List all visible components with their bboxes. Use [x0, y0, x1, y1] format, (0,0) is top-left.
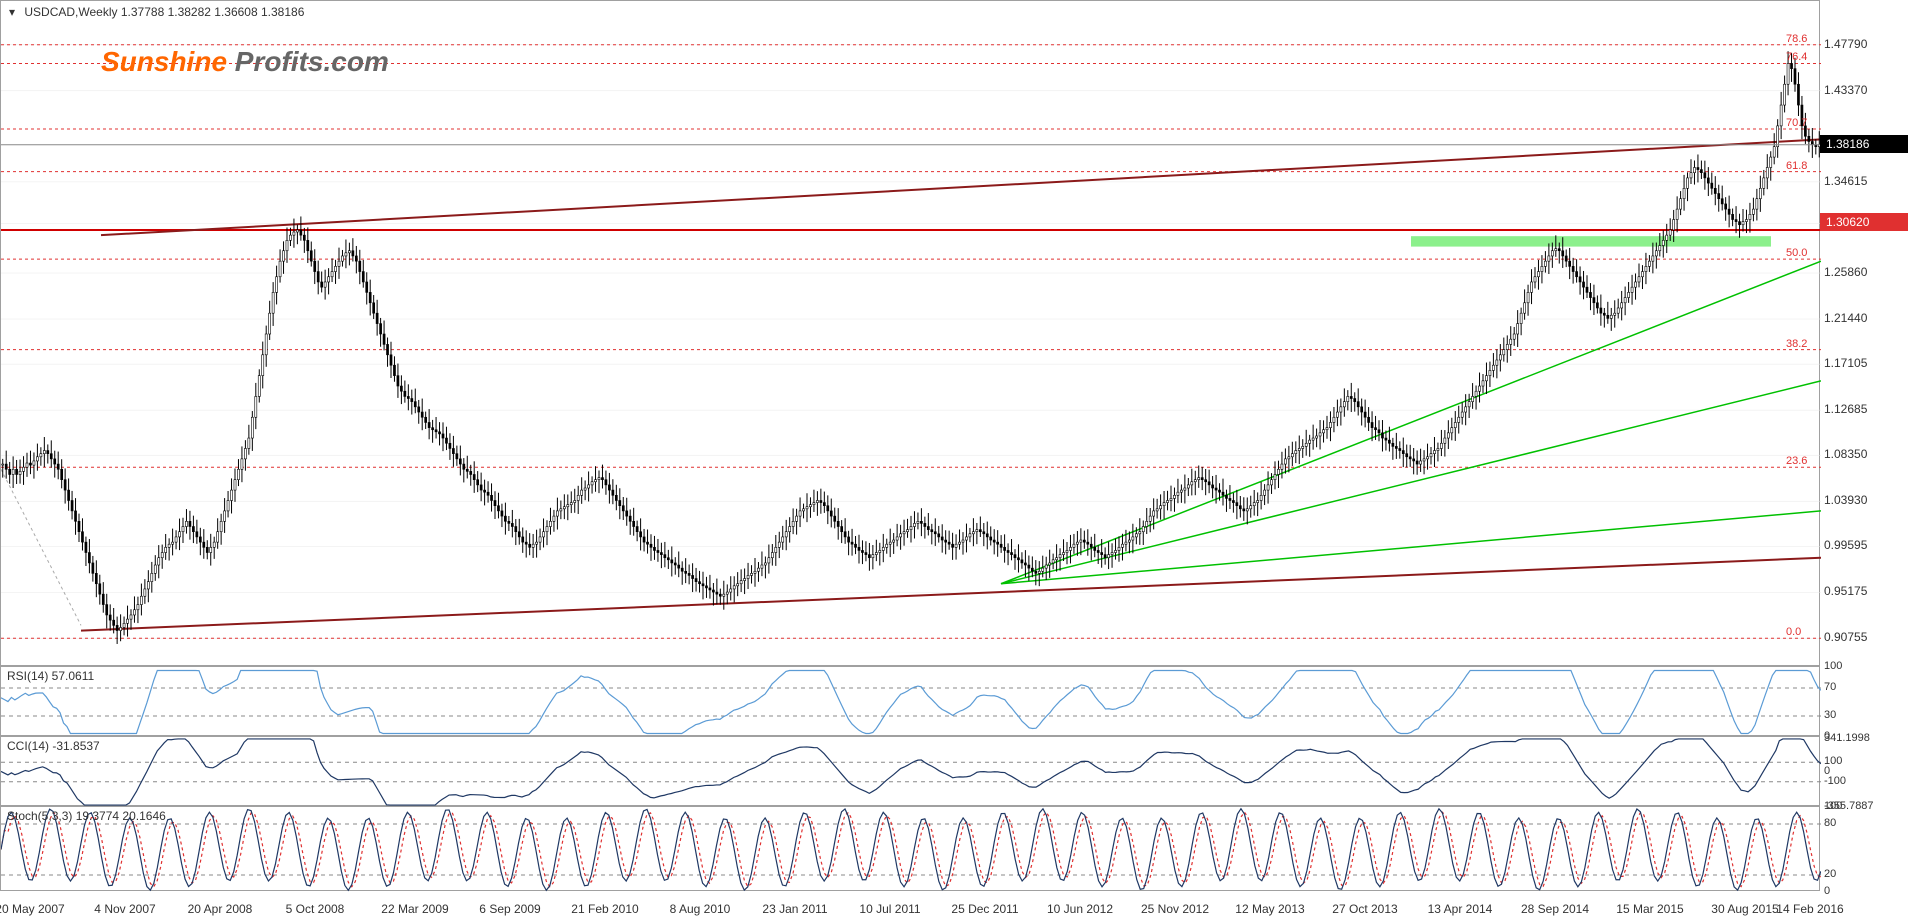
indicator-y-label: 100	[1824, 800, 1842, 812]
x-tick-label: 5 Oct 2008	[286, 902, 345, 916]
x-tick-label: 28 Sep 2014	[1521, 902, 1589, 916]
stoch-panel[interactable]: Stoch(5,3,3) 19.3774 20.1646	[0, 806, 1820, 891]
indicator-y-label: 0	[1824, 885, 1830, 897]
main-chart-svg	[1, 1, 1821, 667]
x-tick-label: 6 Sep 2009	[479, 902, 540, 916]
cci-svg	[1, 737, 1821, 807]
fib-label: 78.6	[1786, 33, 1807, 45]
fib-label: 0.0	[1786, 626, 1801, 638]
fib-label: 76.4	[1786, 51, 1807, 63]
stoch-y-axis: 10080200	[1822, 806, 1908, 891]
indicator-y-label: 30	[1824, 709, 1836, 721]
stoch-svg	[1, 807, 1821, 892]
rsi-svg	[1, 667, 1821, 737]
x-tick-label: 13 Apr 2014	[1428, 902, 1493, 916]
x-tick-label: 25 Dec 2011	[951, 902, 1018, 916]
current-price-box: 1.38186	[1820, 135, 1908, 153]
y-axis-main: 1.47790 1.43370 1.38186 1.34615 1.30620 1.258…	[1820, 0, 1908, 666]
cci-y-axis: 341.19981000-100-355.7887	[1822, 736, 1908, 806]
stoch-label: Stoch(5,3,3) 19.3774 20.1646	[7, 809, 166, 823]
watermark-part2: Profits.com	[227, 46, 389, 77]
x-tick-label: 20 Apr 2008	[188, 902, 253, 916]
indicator-y-label: 341.1998	[1824, 732, 1870, 744]
x-tick-label: 25 Nov 2012	[1141, 902, 1209, 916]
fib-label: 61.8	[1786, 160, 1807, 172]
indicator-y-label: 20	[1824, 868, 1836, 880]
dropdown-icon[interactable]: ▾	[9, 5, 15, 19]
chart-header: ▾ USDCAD,Weekly 1.37788 1.38282 1.36608 …	[9, 5, 304, 19]
indicator-y-label: 70	[1824, 681, 1836, 693]
y-tick-label: 0.99595	[1824, 538, 1867, 552]
y-tick-label: 1.25860	[1824, 265, 1867, 279]
level-price-box: 1.30620	[1820, 213, 1908, 231]
fib-label: 38.2	[1786, 338, 1807, 350]
y-tick-label: 1.47790	[1824, 37, 1867, 51]
y-tick-label: 1.43370	[1824, 83, 1867, 97]
main-price-panel[interactable]: ▾ USDCAD,Weekly 1.37788 1.38282 1.36608 …	[0, 0, 1820, 666]
watermark-part1: Sunshine	[101, 46, 227, 77]
x-tick-label: 21 Feb 2010	[571, 902, 638, 916]
symbol-label: USDCAD,Weekly	[24, 5, 117, 19]
rsi-panel[interactable]: RSI(14) 57.0611	[0, 666, 1820, 736]
rsi-y-axis: 10070300	[1822, 666, 1908, 736]
ohlc-label: 1.37788 1.38282 1.36608 1.38186	[121, 5, 305, 19]
y-tick-label: 1.03930	[1824, 493, 1867, 507]
x-tick-label: 12 May 2013	[1235, 902, 1304, 916]
indicator-y-label: 80	[1824, 817, 1836, 829]
x-tick-label: 27 Oct 2013	[1332, 902, 1397, 916]
x-tick-label: 8 Aug 2010	[670, 902, 731, 916]
fib-label: 50.0	[1786, 247, 1807, 259]
x-tick-label: 14 Feb 2016	[1776, 902, 1843, 916]
x-tick-label: 4 Nov 2007	[94, 902, 155, 916]
chart-container: ▾ USDCAD,Weekly 1.37788 1.38282 1.36608 …	[0, 0, 1908, 924]
cci-label: CCI(14) -31.8537	[7, 739, 100, 753]
y-tick-label: 1.12685	[1824, 402, 1867, 416]
y-tick-label: 1.21440	[1824, 311, 1867, 325]
y-tick-label: 1.34615	[1824, 174, 1867, 188]
x-tick-label: 23 Jan 2011	[762, 902, 827, 916]
y-tick-label: 1.08350	[1824, 447, 1867, 461]
x-tick-label: 20 May 2007	[0, 902, 65, 916]
x-tick-label: 22 Mar 2009	[381, 902, 448, 916]
y-tick-label: 0.90755	[1824, 630, 1867, 644]
fib-label: 70.7	[1786, 117, 1807, 129]
cci-panel[interactable]: CCI(14) -31.8537	[0, 736, 1820, 806]
x-axis: 20 May 2007 4 Nov 2007 20 Apr 2008 5 Oct 20…	[0, 891, 1820, 924]
indicator-y-label: -100	[1824, 775, 1846, 787]
watermark: Sunshine Profits.com	[101, 46, 389, 78]
y-tick-label: 1.17105	[1824, 356, 1867, 370]
x-tick-label: 15 Mar 2015	[1616, 902, 1683, 916]
indicator-y-label: 100	[1824, 660, 1842, 672]
x-tick-label: 10 Jun 2012	[1047, 902, 1113, 916]
y-tick-label: 0.95175	[1824, 584, 1867, 598]
x-tick-label: 30 Aug 2015	[1711, 902, 1778, 916]
fib-label: 23.6	[1786, 455, 1807, 467]
rsi-label: RSI(14) 57.0611	[7, 669, 94, 683]
x-tick-label: 10 Jul 2011	[859, 902, 920, 916]
